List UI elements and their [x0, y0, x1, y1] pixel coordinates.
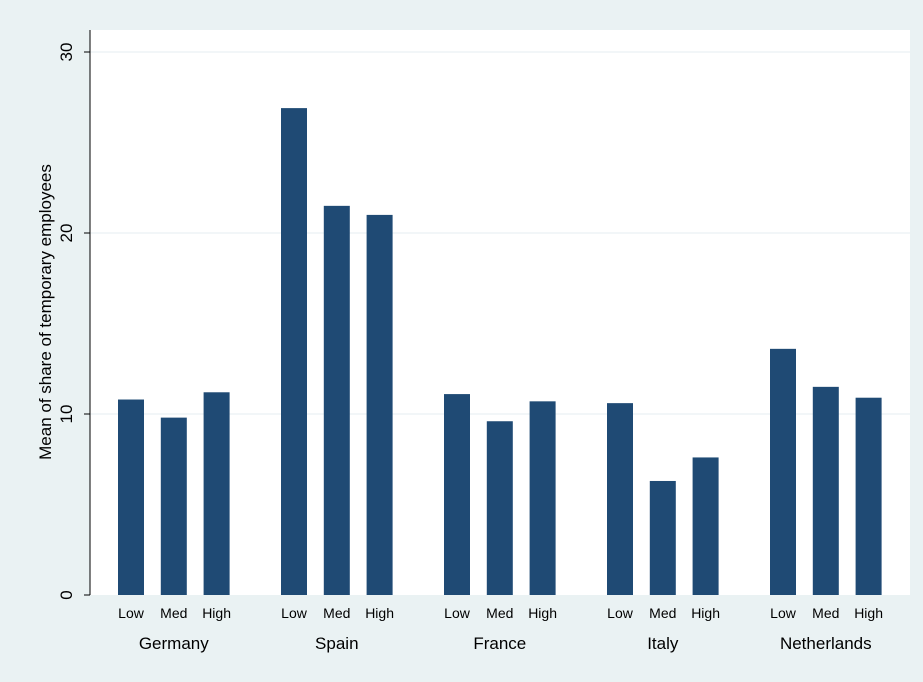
bar — [812, 386, 839, 595]
group-label: Spain — [315, 634, 358, 653]
bar — [323, 205, 350, 595]
bar-category-label: High — [202, 605, 231, 621]
bar — [160, 417, 187, 595]
bar-category-label: High — [854, 605, 883, 621]
y-tick-label: 10 — [57, 405, 76, 424]
bar-category-label: Low — [118, 605, 145, 621]
bar — [649, 480, 676, 595]
group-label: Germany — [139, 634, 209, 653]
bar — [529, 401, 556, 595]
bar-category-label: Low — [607, 605, 634, 621]
bar — [118, 399, 144, 595]
group-label: Netherlands — [780, 634, 872, 653]
bar-category-label: High — [691, 605, 720, 621]
bar-category-label: High — [365, 605, 394, 621]
bar-category-label: Med — [649, 605, 676, 621]
bar-category-label: Low — [770, 605, 797, 621]
bar-category-label: Med — [323, 605, 350, 621]
bar — [607, 403, 633, 595]
bar — [203, 392, 230, 595]
bar — [855, 397, 882, 595]
bars — [118, 108, 882, 596]
y-ticks: 0 10 20 30 — [57, 43, 90, 600]
bar — [281, 108, 307, 596]
bar — [692, 457, 719, 595]
bar-category-label: High — [528, 605, 557, 621]
bar-category-label: Low — [444, 605, 471, 621]
bar-category-label: Med — [160, 605, 187, 621]
group-label: Italy — [647, 634, 679, 653]
x-labels: Low Med High Germany Low Med High Spain Low Med Hi… — [118, 605, 883, 653]
bar-category-label: Low — [281, 605, 308, 621]
bar — [444, 394, 470, 595]
y-tick-label: 30 — [57, 43, 76, 62]
y-axis-title: Mean of share of temporary employees — [36, 164, 55, 460]
y-tick-label: 20 — [57, 224, 76, 243]
y-tick-label: 0 — [57, 590, 76, 599]
bar-category-label: Med — [486, 605, 513, 621]
group-label: France — [473, 634, 526, 653]
bar — [486, 421, 513, 595]
bar-category-label: Med — [812, 605, 839, 621]
bar — [770, 348, 796, 595]
bar — [366, 214, 393, 595]
